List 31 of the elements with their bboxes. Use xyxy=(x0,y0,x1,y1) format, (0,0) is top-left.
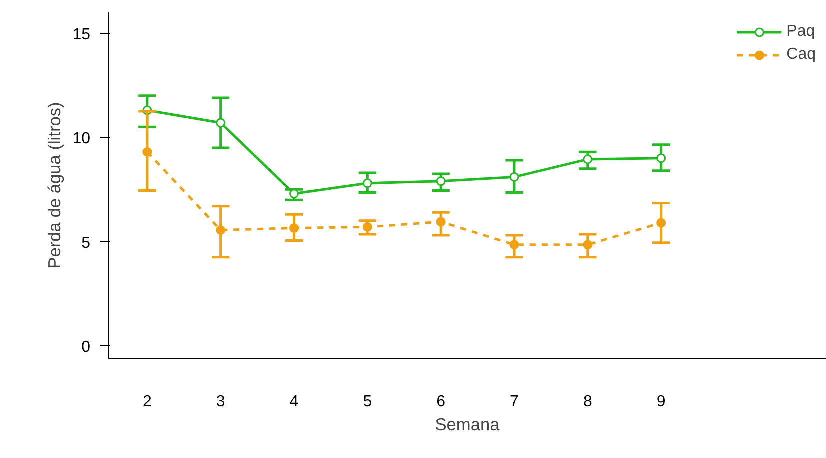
point xyxy=(436,176,446,186)
legend-label: Caq xyxy=(786,46,816,64)
point xyxy=(510,240,520,250)
point xyxy=(510,172,520,182)
point xyxy=(289,223,299,233)
point xyxy=(216,226,226,236)
point xyxy=(216,118,226,128)
x-tick-label: 5 xyxy=(363,394,372,410)
y-tick-label: 5 xyxy=(82,234,91,252)
x-tick-label: 8 xyxy=(583,394,592,410)
x-tick-label: 2 xyxy=(142,394,152,410)
y-tick-label: 10 xyxy=(72,130,91,148)
y-tick-label: 15 xyxy=(72,26,91,44)
point xyxy=(656,154,666,164)
point xyxy=(583,154,593,164)
point xyxy=(656,218,666,228)
legend-label: Paq xyxy=(786,23,816,41)
point xyxy=(289,189,299,199)
point xyxy=(583,240,593,250)
x-tick-label: 3 xyxy=(216,394,226,410)
y-axis-title: Perda de água (litros) xyxy=(44,102,65,269)
point xyxy=(436,217,446,227)
x-tick-label: 6 xyxy=(436,394,446,410)
x-tick-label: 7 xyxy=(510,394,520,410)
point xyxy=(362,222,372,232)
x-tick-label: 9 xyxy=(656,394,666,410)
x-axis-title: Semana xyxy=(435,414,500,434)
point xyxy=(362,178,372,188)
x-tick-label: 4 xyxy=(290,394,299,410)
y-tick-label: 0 xyxy=(82,338,91,356)
point xyxy=(142,147,152,157)
